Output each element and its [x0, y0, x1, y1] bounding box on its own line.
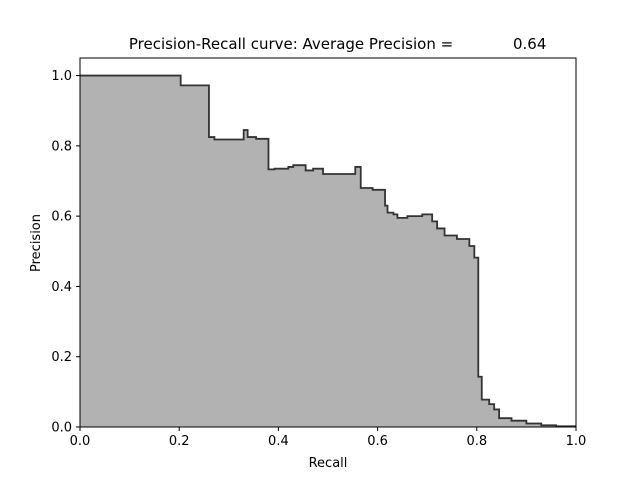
chart-title-text: Precision-Recall curve: Average Precisio…: [129, 35, 453, 53]
chart-title: Precision-Recall curve: Average Precisio…: [105, 35, 561, 53]
x-tick-label: 1.0: [566, 434, 587, 449]
y-tick-label: 0.4: [51, 280, 72, 295]
x-tick-label: 0.6: [367, 434, 388, 449]
y-tick-label: 0.6: [51, 210, 72, 225]
y-tick-label: 0.2: [51, 350, 72, 365]
pr-step-line: [80, 74, 576, 428]
chart-title-value: 0.64: [513, 35, 546, 53]
x-tick-label: 0.0: [70, 434, 91, 449]
pr-area-fill: [80, 75, 576, 427]
x-axis-label: Recall: [309, 456, 348, 471]
x-axis-ticks: 0.0 0.2 0.4 0.6 0.8 1.0: [70, 427, 587, 449]
y-tick-label: 0.0: [51, 421, 72, 436]
axes-frame: [79, 57, 577, 428]
plot-area: [80, 74, 576, 428]
x-tick-label: 0.2: [169, 434, 190, 449]
y-axis-ticks: 0.0 0.2 0.4 0.6 0.8 1.0: [51, 69, 80, 436]
x-tick-label: 0.8: [466, 434, 487, 449]
y-tick-label: 0.8: [51, 139, 72, 154]
y-tick-label: 1.0: [51, 69, 72, 84]
y-axis-label: Precision: [29, 214, 44, 272]
x-tick-label: 0.4: [268, 434, 289, 449]
